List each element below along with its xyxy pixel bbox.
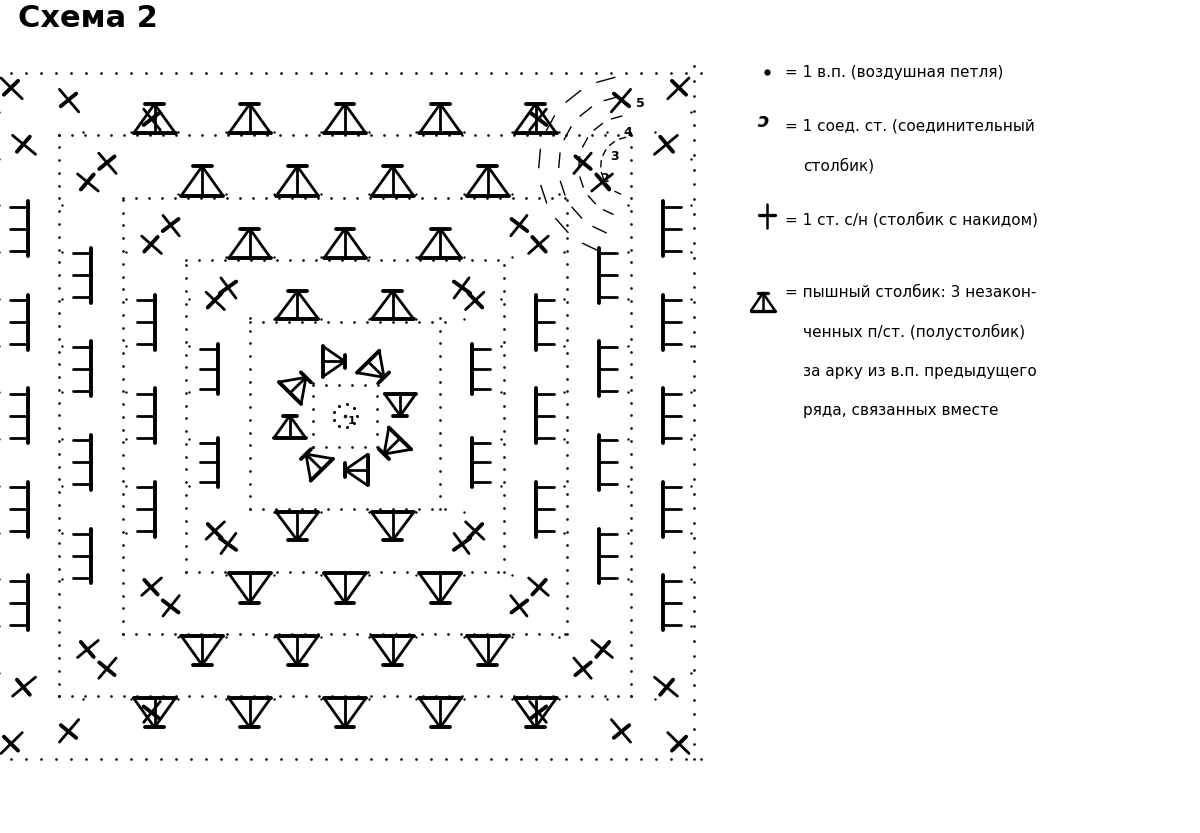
Text: ↄ: ↄ xyxy=(757,112,768,131)
Text: = 1 соед. ст. (соединительный: = 1 соед. ст. (соединительный xyxy=(785,118,1034,133)
Text: 4: 4 xyxy=(623,126,632,138)
Text: за арку из в.п. предыдущего: за арку из в.п. предыдущего xyxy=(803,364,1037,379)
Text: столбик): столбик) xyxy=(803,157,874,173)
Text: Схема 2: Схема 2 xyxy=(18,4,158,32)
Text: = 1 ст. с/н (столбик с накидом): = 1 ст. с/н (столбик с накидом) xyxy=(785,212,1038,227)
Text: = пышный столбик: 3 незакон-: = пышный столбик: 3 незакон- xyxy=(785,286,1037,301)
Text: ченных п/ст. (полустолбик): ченных п/ст. (полустолбик) xyxy=(803,324,1025,341)
Text: 1: 1 xyxy=(348,416,356,426)
Text: 3: 3 xyxy=(611,151,619,163)
Text: ряда, связанных вместе: ряда, связанных вместе xyxy=(803,403,998,418)
Text: 2: 2 xyxy=(601,172,610,185)
Text: = 1 в.п. (воздушная петля): = 1 в.п. (воздушная петля) xyxy=(785,65,1003,80)
Text: 5: 5 xyxy=(636,97,644,111)
